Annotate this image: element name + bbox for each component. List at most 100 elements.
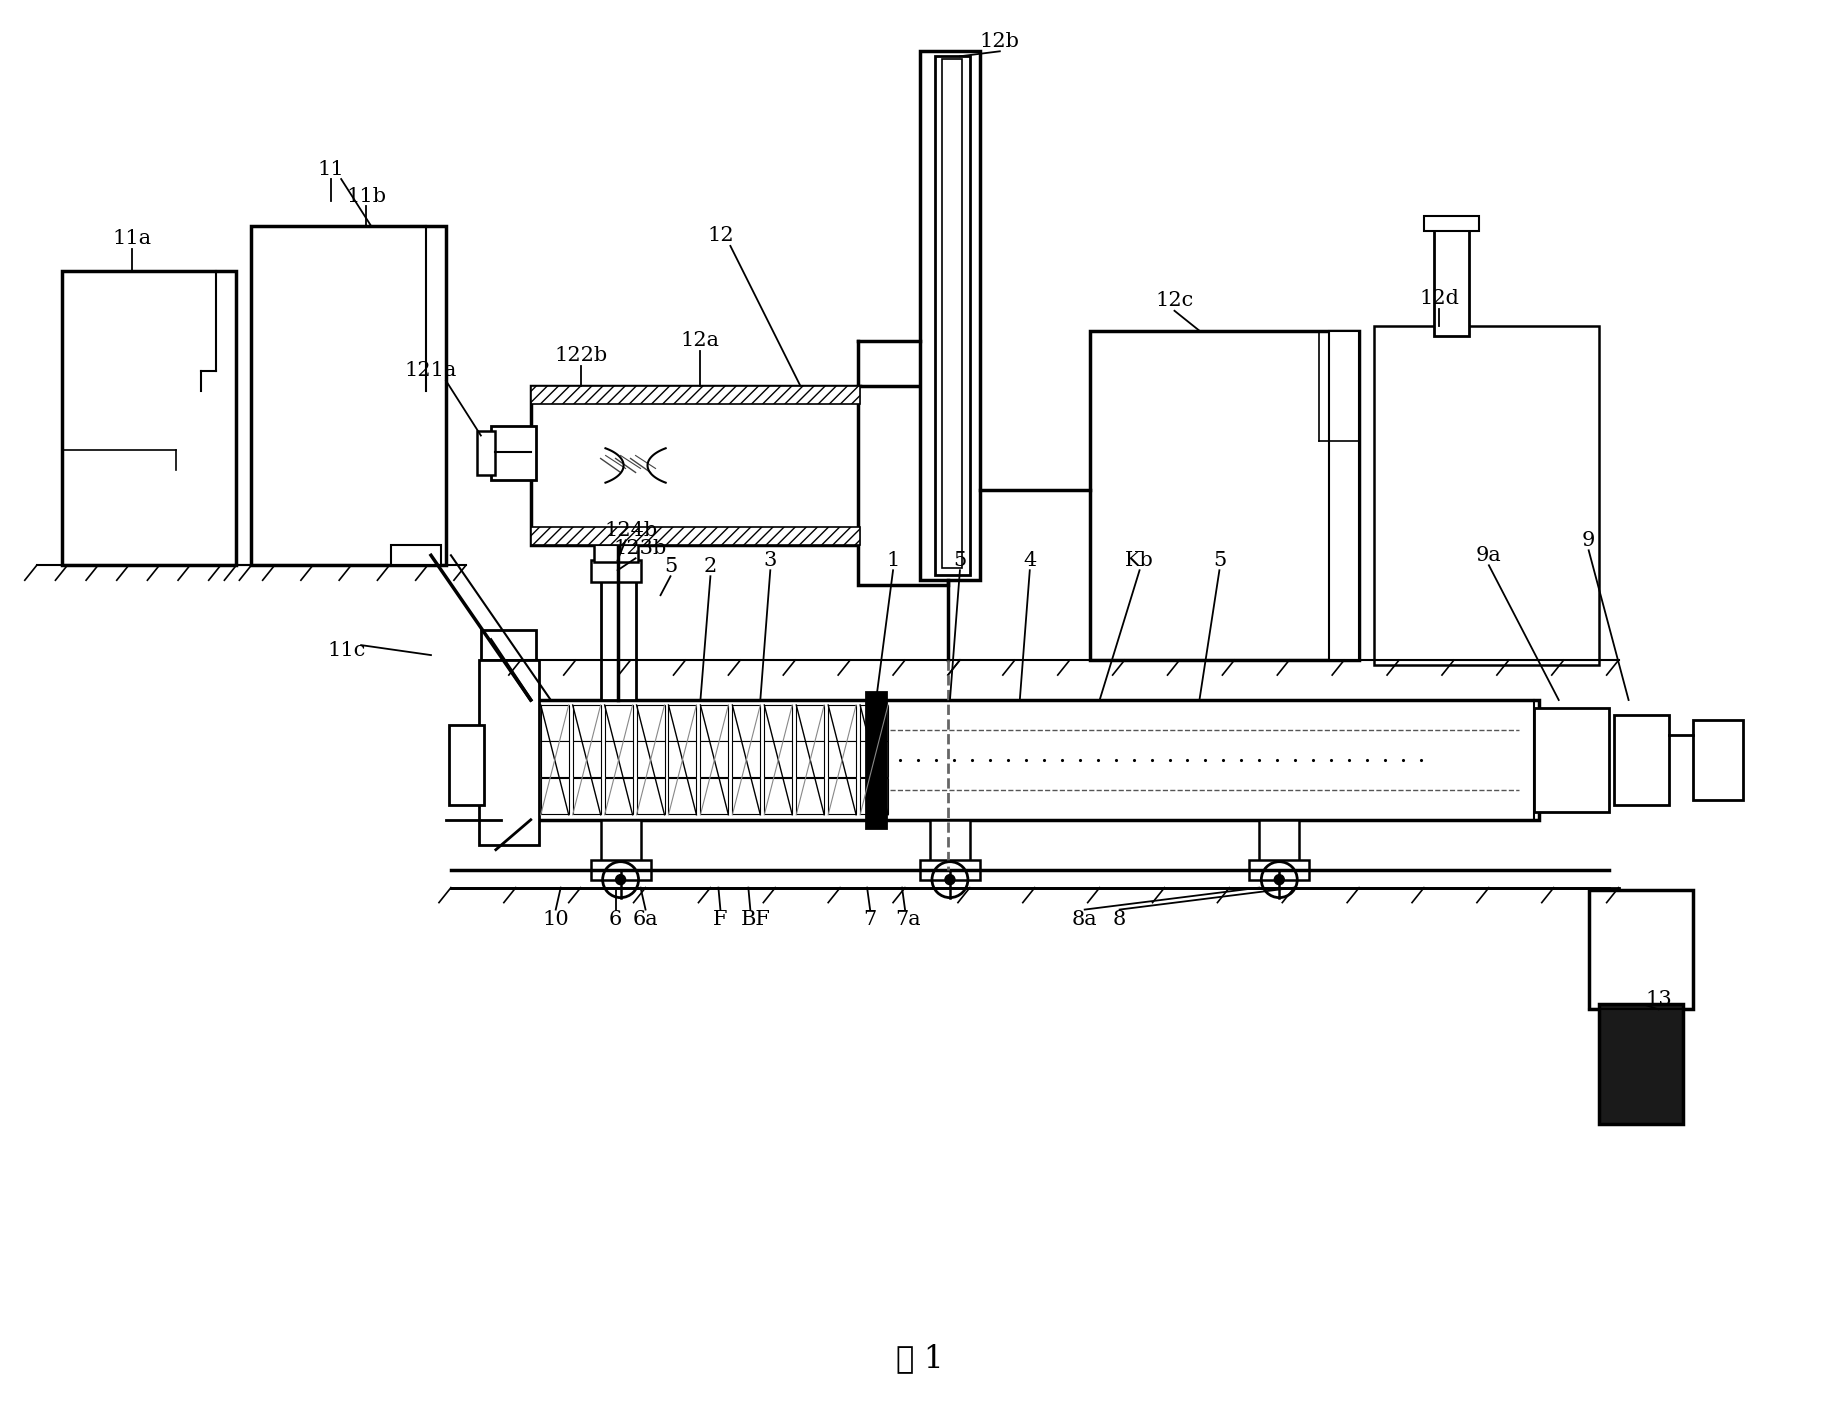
Bar [600,570,634,700]
Bar [572,741,600,776]
Bar [594,542,638,562]
Bar [590,860,651,880]
Bar [828,778,855,814]
Text: BF: BF [739,911,771,929]
Bar [491,426,535,481]
Bar [732,741,760,776]
Bar [392,545,441,565]
Text: 6: 6 [609,911,622,929]
Bar [530,527,859,545]
Bar [1433,221,1468,336]
Bar [859,741,888,776]
Circle shape [945,874,954,884]
Bar [541,778,568,814]
Bar [530,700,1537,820]
Bar [796,778,824,814]
Bar [449,724,484,804]
Bar [1423,216,1479,231]
Text: 11: 11 [318,160,344,178]
Bar [701,741,728,776]
Text: 10: 10 [543,911,568,929]
Text: F: F [714,911,726,929]
Text: 7: 7 [862,911,875,929]
Bar [541,705,568,741]
Text: 3: 3 [763,551,776,570]
Text: 5: 5 [953,551,965,570]
Bar [530,385,859,403]
Bar [1692,720,1742,800]
Bar [859,705,888,741]
Bar [857,385,947,586]
Text: 12: 12 [706,227,734,245]
Text: 11a: 11a [112,230,151,248]
Bar [63,270,235,565]
Bar [1249,860,1309,880]
Bar [1258,820,1298,864]
Text: 12a: 12a [680,331,719,350]
Bar [541,741,568,776]
Text: 12b: 12b [980,32,1019,50]
Circle shape [616,874,625,884]
Text: 9a: 9a [1475,546,1501,565]
Text: 124b: 124b [603,521,657,539]
Bar [920,52,980,580]
Bar [605,741,633,776]
Text: 121a: 121a [405,361,456,380]
Bar [866,692,886,828]
Text: 6a: 6a [633,911,658,929]
Bar [929,820,969,864]
Bar [605,778,633,814]
Bar [478,660,539,845]
Text: 1: 1 [886,551,899,570]
Bar [1328,331,1359,660]
Bar [476,430,495,475]
Bar [1379,331,1593,660]
Bar [636,705,664,741]
Bar [796,741,824,776]
Bar [252,226,445,565]
Bar [1089,331,1359,660]
Bar [828,705,855,741]
Bar [920,860,980,880]
Text: 8: 8 [1113,911,1125,929]
Text: 11c: 11c [327,640,366,660]
Bar [668,741,697,776]
Text: 123b: 123b [614,539,668,558]
Text: 8a: 8a [1072,911,1096,929]
Bar [636,778,664,814]
Bar [668,778,697,814]
Bar [590,560,640,583]
Text: 5: 5 [1212,551,1225,570]
Bar [763,741,793,776]
Text: 12d: 12d [1418,289,1458,308]
Bar [480,630,535,660]
Bar [572,705,600,741]
Bar [859,778,888,814]
Circle shape [1274,874,1284,884]
Bar [942,59,962,569]
Bar [796,705,824,741]
Text: 11b: 11b [346,186,386,206]
Text: 12c: 12c [1155,291,1194,310]
Text: 2: 2 [702,556,717,576]
Bar [572,778,600,814]
Bar [701,705,728,741]
Text: 122b: 122b [554,346,607,366]
Bar [1598,1005,1683,1124]
Bar [1613,715,1668,804]
Bar [1587,890,1692,1009]
Bar [636,741,664,776]
Bar [1534,708,1607,811]
Bar [701,778,728,814]
Bar [828,741,855,776]
Bar [763,778,793,814]
Text: 7a: 7a [896,911,920,929]
Bar [1374,326,1598,665]
Text: 5: 5 [664,556,677,576]
Bar [763,705,793,741]
Text: Kb: Kb [1125,551,1153,570]
Bar [732,778,760,814]
Bar [668,705,697,741]
Bar [600,820,640,864]
Bar [605,705,633,741]
